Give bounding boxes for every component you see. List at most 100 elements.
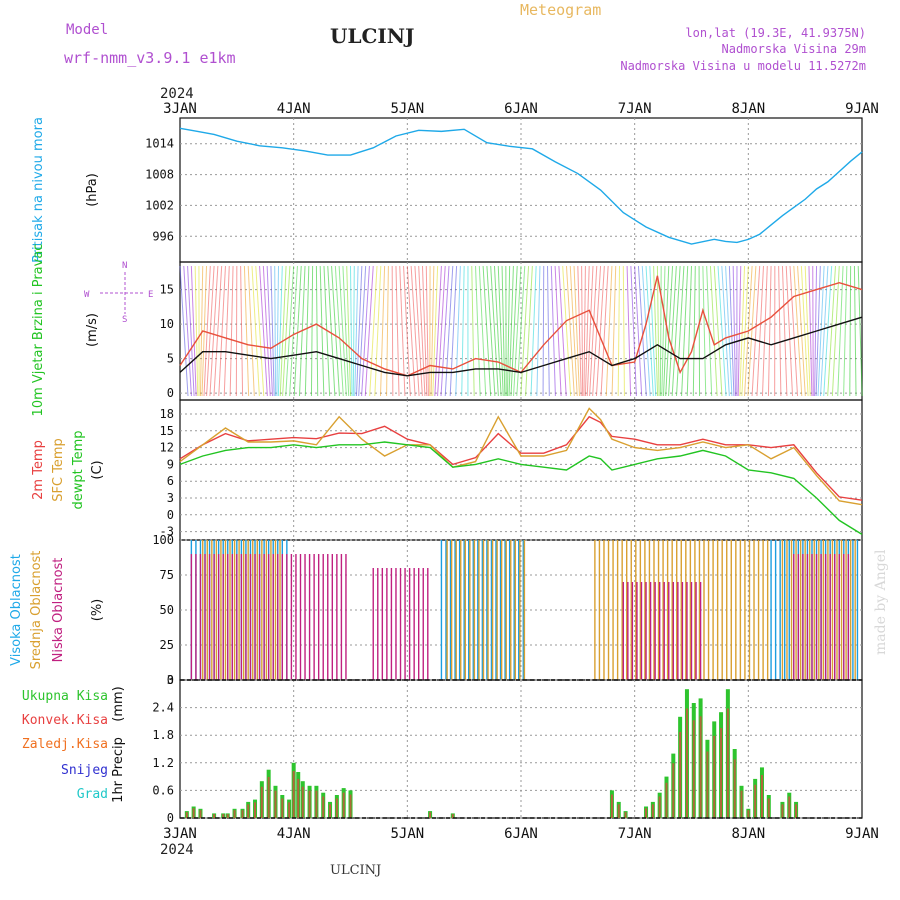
y-tick-label: 0 <box>167 811 174 825</box>
wind-barb <box>702 265 707 397</box>
model-label: Model <box>66 22 108 38</box>
wind-barb <box>259 265 268 397</box>
wind-barb <box>789 265 799 397</box>
y-tick-label: 100 <box>152 533 174 547</box>
wind-barb <box>732 265 736 397</box>
y-tick-label: 1002 <box>145 198 174 212</box>
wind-barb <box>713 265 723 397</box>
x-tick-label-bottom: 3JAN <box>163 826 197 842</box>
wind-barb <box>626 265 632 397</box>
y-tick-label: 3 <box>167 673 174 687</box>
precip-conv-bar <box>754 784 757 818</box>
precip-conv-bar <box>297 778 300 818</box>
wind-barb <box>804 265 811 397</box>
wind-barb <box>410 265 420 397</box>
y-tick-label: 5 <box>167 352 174 366</box>
wind-barb <box>513 265 522 397</box>
pressure-ylabel: Pritisak na nivou mora <box>31 117 46 263</box>
y-tick-label: 1.2 <box>152 756 174 770</box>
y-tick-label: 1.8 <box>152 728 174 742</box>
wind-barb <box>274 265 277 397</box>
compass-e: E <box>148 290 153 300</box>
y-tick-label: 75 <box>160 568 174 582</box>
compass-s: S <box>122 315 127 325</box>
precip-conv-bar <box>267 776 270 818</box>
wind-barb <box>266 265 273 397</box>
wind-barb <box>440 265 450 397</box>
wind-barb <box>583 265 586 397</box>
wind-barb <box>668 265 677 397</box>
wind-barb <box>857 265 863 397</box>
precip-conv-bar <box>349 794 352 818</box>
wind-barb <box>692 265 696 397</box>
x-tick-label-bottom: 9JAN <box>845 826 879 842</box>
wind-barb <box>793 265 803 397</box>
wind-barb <box>831 265 840 397</box>
legend-total: Ukupna Kisa <box>22 689 108 704</box>
compass-icon: N W E S <box>84 261 153 325</box>
wind-barb <box>558 265 567 397</box>
wind-barb <box>262 265 271 397</box>
wind-barb <box>767 265 772 397</box>
cloud-mid-ylabel: Srednja Oblacnost <box>29 551 44 670</box>
wind-barb <box>565 265 575 397</box>
precip-conv-bar <box>292 771 295 818</box>
wind-barb <box>190 265 197 397</box>
wind-barb <box>577 265 582 397</box>
y-tick-label: 25 <box>160 638 174 652</box>
wind-barb <box>808 265 813 397</box>
year-top: 2024 <box>160 86 194 102</box>
year-bottom: 2024 <box>160 842 194 858</box>
precip-conv-bar <box>301 786 304 818</box>
wind-barb <box>361 265 370 397</box>
y-tick-label: -3 <box>160 525 174 539</box>
precip-conv-bar <box>429 812 432 818</box>
cloud-unit: (%) <box>90 599 105 622</box>
wind-barb <box>820 265 829 397</box>
wind-barb <box>589 265 598 397</box>
wind-barb <box>611 265 617 397</box>
wind-barb <box>510 265 518 397</box>
wind-barb <box>209 265 219 397</box>
wind-barb <box>206 265 215 397</box>
precip-conv-bar <box>451 814 454 818</box>
wind-barb <box>223 265 230 397</box>
wind-barb <box>661 265 666 397</box>
legend-conv: Konvek.Kisa <box>22 713 108 728</box>
precip-conv-bar <box>199 810 202 818</box>
wind-barb <box>837 265 844 397</box>
wind-barb <box>358 265 367 397</box>
wind-barb <box>471 265 475 397</box>
wind-barb <box>425 265 429 397</box>
station-title: ULCINJ <box>330 24 415 48</box>
x-tick-label-top: 9JAN <box>845 101 879 117</box>
wind-barb <box>617 265 621 397</box>
wind-barb <box>304 265 310 397</box>
precip-conv-bar <box>281 798 284 818</box>
series-line <box>179 275 863 377</box>
wind-barb <box>327 265 336 397</box>
x-tick-label-top: 5JAN <box>390 101 424 117</box>
precip-conv-bar <box>260 786 263 818</box>
wind-barb <box>637 265 647 397</box>
wind-barb <box>310 265 314 397</box>
precip-conv-bar <box>624 812 627 818</box>
wind-barb <box>645 265 654 397</box>
precip-conv-bar <box>685 708 688 818</box>
wind-barb <box>656 265 660 397</box>
wind-barb <box>490 265 499 397</box>
pressure-unit: (hPa) <box>85 173 100 207</box>
model-name: wrf-nmm_v3.9.1 e1km <box>64 49 236 67</box>
compass-n: N <box>122 261 127 271</box>
wind-barb <box>342 265 350 397</box>
legend-hail: Grad <box>77 787 108 802</box>
wind-barb <box>681 265 689 397</box>
y-tick-label: 2.4 <box>152 701 174 715</box>
wind-barb <box>686 265 692 397</box>
wind-barb <box>386 265 389 397</box>
wind-barb <box>649 265 657 397</box>
wind-barb <box>747 265 757 397</box>
wind-barb <box>270 265 275 397</box>
precip-conv-bar <box>747 810 750 818</box>
precip-conv-bar <box>610 794 613 818</box>
